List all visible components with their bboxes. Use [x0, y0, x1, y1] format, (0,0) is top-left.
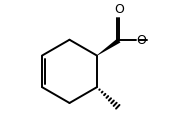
- Polygon shape: [97, 38, 120, 56]
- Text: O: O: [114, 3, 124, 16]
- Text: O: O: [137, 34, 147, 47]
